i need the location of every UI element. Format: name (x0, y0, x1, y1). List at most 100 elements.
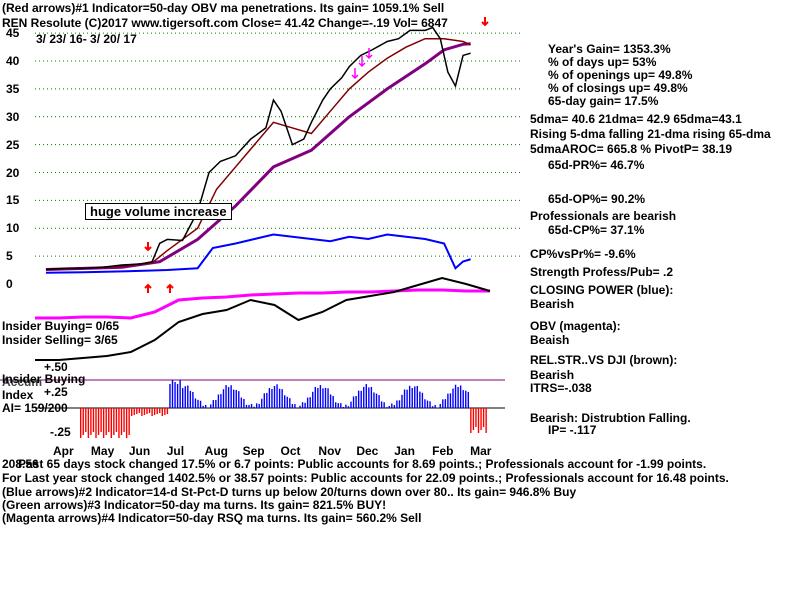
accum-bar (388, 405, 390, 408)
accum-bar (194, 398, 197, 408)
price-line (45, 26, 471, 271)
month-tick-label: Oct (280, 444, 301, 458)
accum-bar (386, 407, 388, 408)
accum-bar (240, 397, 243, 408)
accum-bar (248, 404, 250, 408)
accum-bar (391, 403, 393, 408)
accum-bar (80, 408, 82, 438)
accum-bar (472, 408, 475, 430)
accum-bar (245, 404, 248, 408)
accum-bar (442, 399, 444, 408)
accum-bar (215, 399, 217, 408)
accum-bar (187, 385, 189, 408)
accum-label: Accum (2, 375, 43, 389)
accum-bar (233, 389, 235, 408)
accum-bar (452, 388, 454, 408)
red-arrow (481, 17, 489, 27)
accum-bar (375, 393, 378, 408)
obv-label: OBV (magenta): (530, 319, 621, 333)
accum-bar (204, 404, 207, 408)
accum-bar (148, 408, 151, 413)
accum-bar (332, 395, 334, 408)
accum-bar (299, 405, 301, 408)
accum-bar (118, 408, 120, 438)
accum-bar (357, 390, 360, 408)
accum-bar (120, 408, 123, 435)
accum-bar (352, 396, 355, 408)
accum-bar (447, 393, 449, 408)
accum-bar (327, 388, 329, 408)
price-tick-label: 0 (6, 277, 13, 291)
accum-bar (475, 408, 477, 427)
accum-bar (317, 387, 319, 408)
accum-bar (465, 390, 467, 408)
accum-bar (87, 408, 90, 438)
footer-line5: (Magenta arrows)#4 Indicator=50-day RSQ … (2, 511, 422, 525)
closing-power-state: Bearish (530, 297, 575, 311)
accum-bar (105, 408, 107, 435)
accum-bar (90, 408, 92, 435)
accum-bar (470, 408, 472, 433)
accum-bar (312, 391, 314, 408)
accum-bar (340, 403, 342, 408)
month-tick-label: Aug (204, 444, 228, 458)
month-tick-label: May (90, 444, 115, 458)
accum-bar (169, 384, 171, 408)
accum-bar (268, 388, 271, 408)
month-tick-label: Sep (242, 444, 265, 458)
month-tick-label: Nov (318, 444, 342, 458)
accum-bar (335, 402, 337, 408)
month-tick-label: Apr (53, 444, 74, 458)
magenta-arrow (358, 56, 366, 68)
accum-bar (403, 389, 406, 408)
accum-bar (419, 391, 421, 408)
accum-bar (258, 403, 260, 408)
accum-bar (477, 408, 480, 433)
accum-bar (250, 403, 253, 408)
years-gain: Year's Gain= 1353.3% (548, 42, 671, 56)
accum-bar (462, 390, 464, 408)
accum-bar (324, 387, 327, 408)
accum-bar (235, 390, 237, 408)
accum-bar (459, 385, 462, 408)
accum-bar (261, 398, 263, 408)
huge-volume-label: huge volume increase (85, 203, 232, 220)
insider-buying: Insider Buying= 0/65 (2, 319, 120, 333)
accum-bar (151, 408, 153, 416)
price-tick-label: 5 (6, 249, 13, 264)
accum-bar (286, 396, 288, 408)
accum-bar (408, 385, 411, 408)
accum-bar (434, 404, 436, 408)
accum-bar (401, 394, 403, 408)
magenta-arrow (351, 68, 359, 80)
accum-bar (355, 395, 357, 408)
accum-bar (380, 401, 383, 408)
pr-line: 65d-PR%= 46.7% (548, 158, 645, 172)
accum-bar (82, 408, 84, 435)
accum-bar (368, 387, 370, 408)
accum-bar (176, 384, 179, 408)
accum-bar (306, 397, 309, 408)
accum-bar (238, 391, 240, 408)
accum-bar (136, 408, 138, 414)
accum-bar (95, 408, 97, 438)
accum-bar (210, 404, 212, 408)
accum-bar (406, 389, 408, 408)
accum-index: Index (2, 388, 34, 402)
accum-bar (159, 408, 161, 413)
month-tick-label: Dec (356, 444, 379, 458)
accum-bar (115, 408, 118, 432)
month-tick-label: Jun (128, 444, 151, 458)
accum-bar (253, 406, 255, 408)
accum-bar (345, 404, 347, 408)
accum-bar (347, 406, 350, 408)
footer-line3: (Blue arrows)#2 Indicator=14-d St-Pct-D … (2, 485, 577, 499)
dma-line: 5dma= 40.6 21dma= 42.9 65dma=43.1 (530, 112, 742, 126)
accum-bar (322, 388, 324, 408)
cpvspr: CP%vsPr%= -9.6% (530, 247, 636, 261)
footer-line1: Past 65 days stock changed 17.5% or 6.7 … (18, 457, 707, 471)
accum-bar (243, 398, 245, 408)
relstr-line (35, 276, 491, 361)
accum-bar (141, 408, 143, 416)
accum-bar (164, 408, 166, 415)
